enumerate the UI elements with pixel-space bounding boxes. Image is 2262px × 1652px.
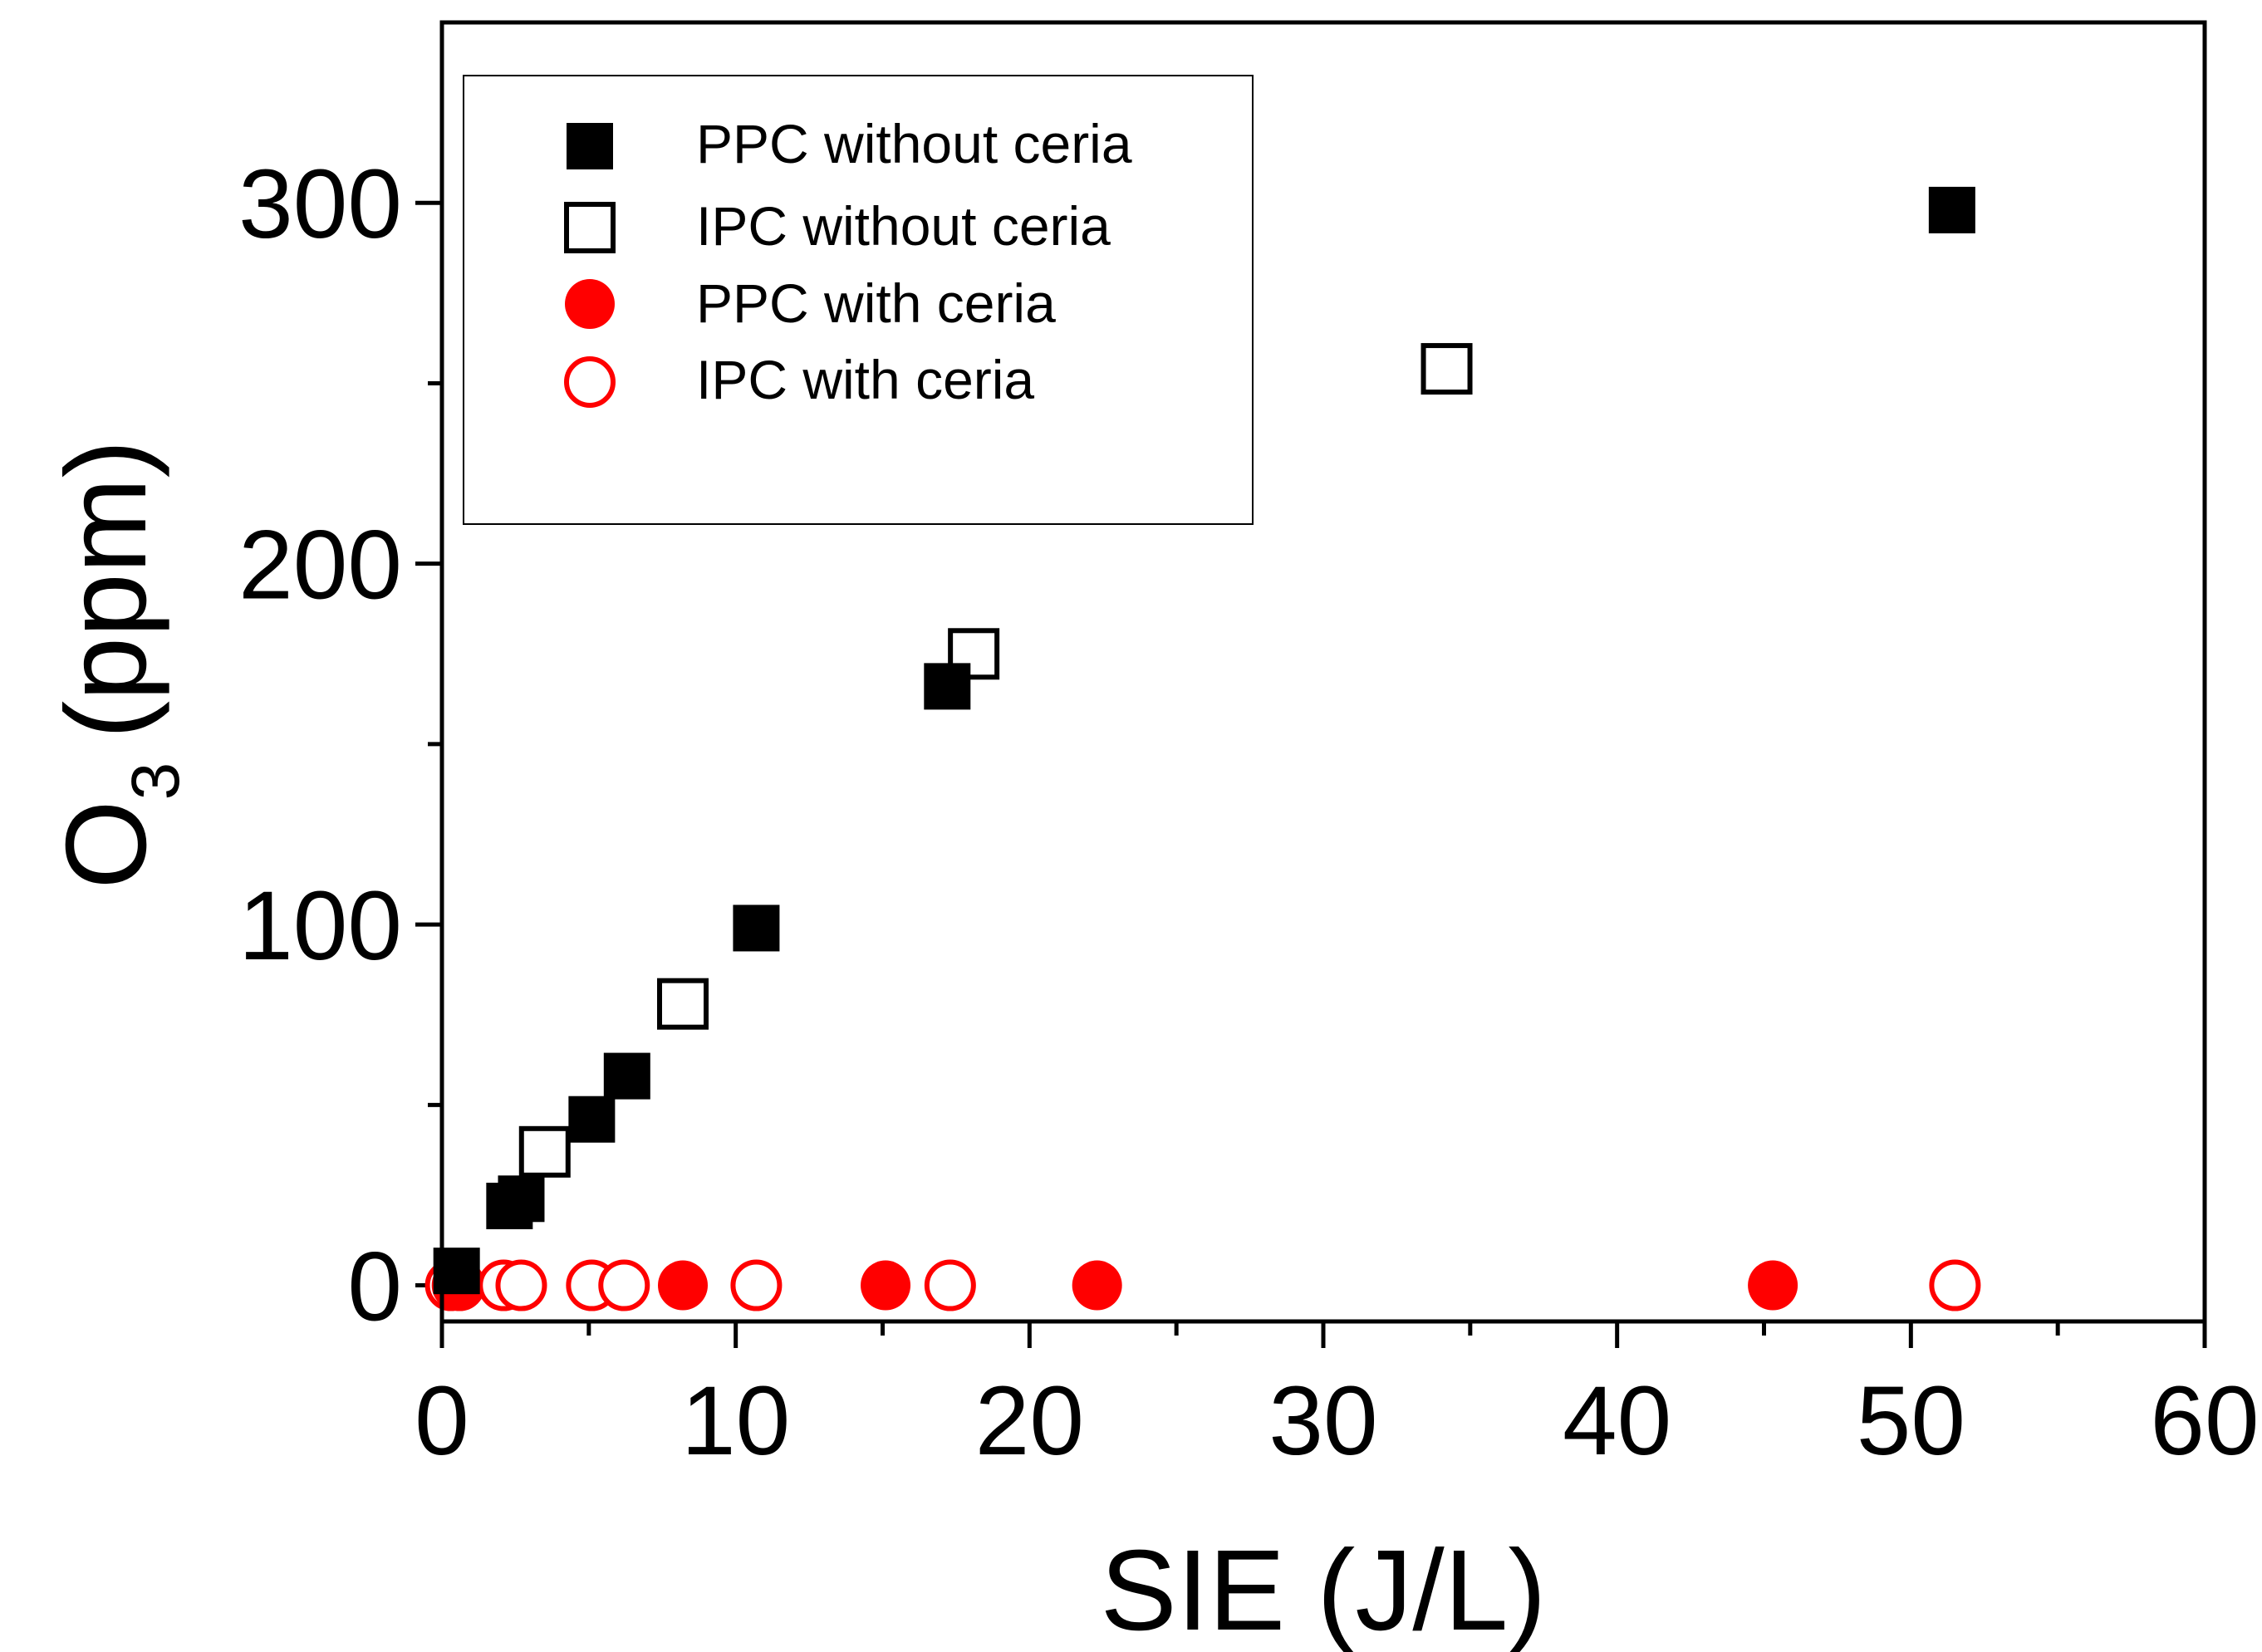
data-point-ppc-without-ceria	[1928, 186, 1975, 233]
data-point-ppc-without-ceria	[733, 904, 780, 952]
data-point-ppc-without-ceria	[603, 1052, 650, 1100]
x-axis-title: SIE (J/L)	[1101, 1527, 1547, 1652]
legend: PPC without ceria IPC without ceria PPC …	[463, 75, 1254, 525]
legend-marker-ppc-without-ceria	[567, 123, 613, 169]
x-tick-label: 0	[415, 1366, 469, 1476]
legend-label-ipc-with-ceria: IPC with ceria	[696, 349, 1034, 410]
y-tick-label: 100	[238, 871, 402, 981]
x-tick-label: 50	[1857, 1366, 1965, 1476]
data-point-ipc-without-ceria	[1420, 343, 1473, 395]
x-tick-label: 40	[1563, 1366, 1671, 1476]
data-point-ppc-with-ceria	[1748, 1260, 1798, 1311]
data-point-ipc-with-ceria	[598, 1259, 650, 1311]
x-tick-label: 60	[2150, 1366, 2259, 1476]
data-point-ipc-with-ceria	[730, 1259, 783, 1311]
data-point-ppc-with-ceria	[861, 1260, 911, 1311]
data-point-ipc-without-ceria	[948, 628, 1000, 680]
data-point-ipc-without-ceria	[518, 1125, 571, 1178]
y-tick-label: 300	[238, 150, 402, 259]
y-tick-label: 200	[238, 511, 402, 620]
data-point-ppc-without-ceria	[498, 1175, 545, 1223]
legend-label-ppc-without-ceria: PPC without ceria	[696, 113, 1132, 174]
data-point-ipc-with-ceria	[1929, 1259, 1981, 1311]
data-point-ppc-with-ceria	[658, 1260, 709, 1311]
legend-label-ipc-without-ceria: IPC without ceria	[696, 195, 1111, 257]
data-point-ipc-with-ceria	[495, 1259, 547, 1311]
svg-text:O3(ppm): O3 (ppm)	[42, 439, 194, 889]
legend-marker-ipc-with-ceria	[564, 356, 616, 408]
axis-ticks	[415, 200, 2207, 1348]
y-axis-title: O3 (ppm)	[42, 439, 194, 889]
x-tick-label: 20	[975, 1366, 1084, 1476]
y-axis-title-unit: (ppm)	[42, 439, 170, 738]
y-axis-title-main: O	[42, 800, 170, 889]
plot-frame	[439, 20, 2207, 1324]
x-tick-label: 10	[681, 1366, 790, 1476]
data-point-ppc-without-ceria	[568, 1096, 616, 1143]
data-point-ipc-with-ceria	[924, 1259, 976, 1311]
axis-tick-labels: 0 10 20 30 40 50 60 0 100 200 300	[238, 150, 2260, 1476]
data-point-ppc-with-ceria	[1072, 1260, 1122, 1311]
legend-markers	[564, 123, 616, 408]
legend-marker-ppc-with-ceria	[565, 279, 615, 329]
y-tick-label: 0	[347, 1233, 402, 1342]
data-point-ppc-without-ceria	[924, 663, 971, 710]
data-points	[424, 186, 1981, 1311]
legend-marker-ipc-without-ceria	[564, 202, 616, 253]
x-tick-label: 30	[1268, 1366, 1377, 1476]
y-axis-title-subscript: 3	[118, 762, 194, 801]
legend-label-ppc-with-ceria: PPC with ceria	[696, 272, 1056, 334]
data-point-ipc-without-ceria	[657, 978, 709, 1030]
